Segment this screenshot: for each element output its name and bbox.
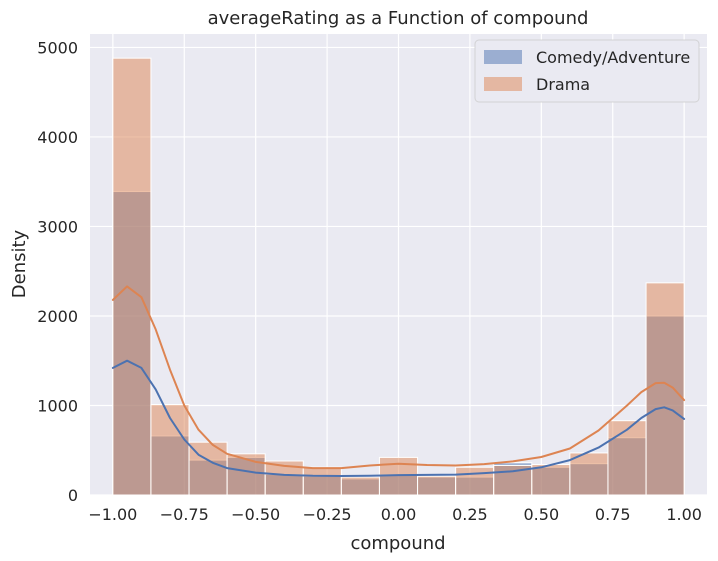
bar-drama: [645, 282, 685, 496]
x-tick-label: 0.00: [381, 505, 417, 524]
bar-drama: [607, 420, 647, 496]
legend: Comedy/Adventure Drama: [474, 39, 700, 103]
x-tick-label: −0.25: [303, 505, 352, 524]
legend-label-drama: Drama: [536, 75, 590, 94]
legend-swatch-comedy-adventure: [484, 50, 522, 64]
bar-drama: [340, 476, 380, 496]
kde-line-comedy-adventure: [111, 359, 686, 477]
x-tick-label: 1.00: [666, 505, 702, 524]
histogram-bars: [112, 57, 685, 496]
legend-label-comedy-adventure: Comedy/Adventure: [536, 48, 690, 67]
x-tick-label: 0.25: [452, 505, 488, 524]
x-tick-label: −0.50: [231, 505, 280, 524]
bar-drama: [417, 475, 457, 496]
legend-box: [474, 39, 700, 103]
bar-drama: [531, 464, 571, 496]
bar-drama: [112, 57, 152, 496]
x-tick-label: 0.50: [524, 505, 560, 524]
bar-drama: [569, 452, 609, 496]
kde-curves: [111, 285, 686, 477]
y-tick-label: 1000: [37, 396, 78, 415]
bar-drama: [455, 466, 495, 496]
y-axis-title: Density: [9, 229, 30, 298]
bar-drama: [226, 453, 266, 496]
y-tick-label: 5000: [37, 38, 78, 57]
y-tick-label: 4000: [37, 128, 78, 147]
chart-title: averageRating as a Function of compound: [208, 8, 589, 29]
x-tick-label: −1.00: [88, 505, 137, 524]
y-tick-label: 2000: [37, 307, 78, 326]
x-tick-label: −0.75: [160, 505, 209, 524]
bar-drama: [302, 466, 342, 496]
kde-line-drama: [111, 285, 686, 470]
y-axis-ticks: 0 1000 2000 3000 4000 5000: [37, 38, 78, 505]
x-axis-title: compound: [350, 533, 445, 554]
x-tick-label: 0.75: [595, 505, 631, 524]
y-tick-label: 3000: [37, 217, 78, 236]
x-axis-ticks: −1.00 −0.75 −0.50 −0.25 0.00 0.25 0.50 0.75 1.00: [88, 505, 702, 524]
legend-swatch-drama: [484, 77, 522, 91]
y-tick-label: 0: [68, 486, 78, 505]
